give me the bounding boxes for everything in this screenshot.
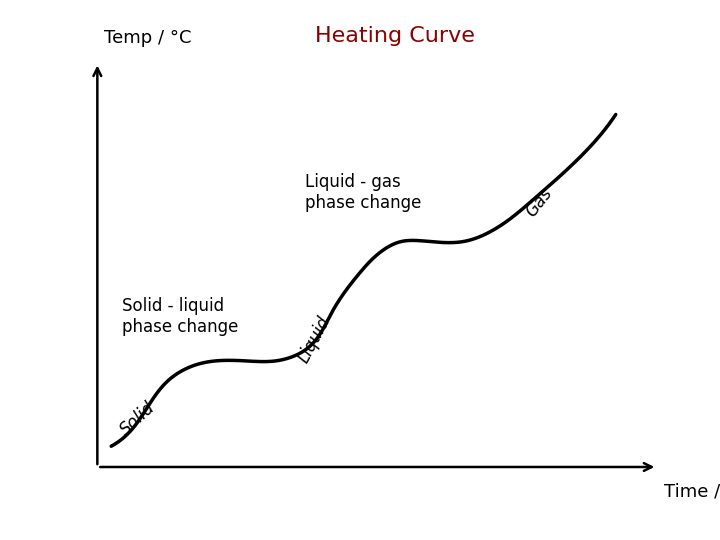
Text: Temp / °C: Temp / °C <box>104 29 192 47</box>
Text: Gas: Gas <box>523 185 556 221</box>
Text: Liquid - gas
phase change: Liquid - gas phase change <box>305 173 421 212</box>
Text: Solid - liquid
phase change: Solid - liquid phase change <box>122 297 238 336</box>
Text: Liquid: Liquid <box>294 313 333 366</box>
Text: Heating Curve: Heating Curve <box>315 26 474 46</box>
Text: Time /min: Time /min <box>664 483 720 501</box>
Text: Solid: Solid <box>117 398 158 438</box>
